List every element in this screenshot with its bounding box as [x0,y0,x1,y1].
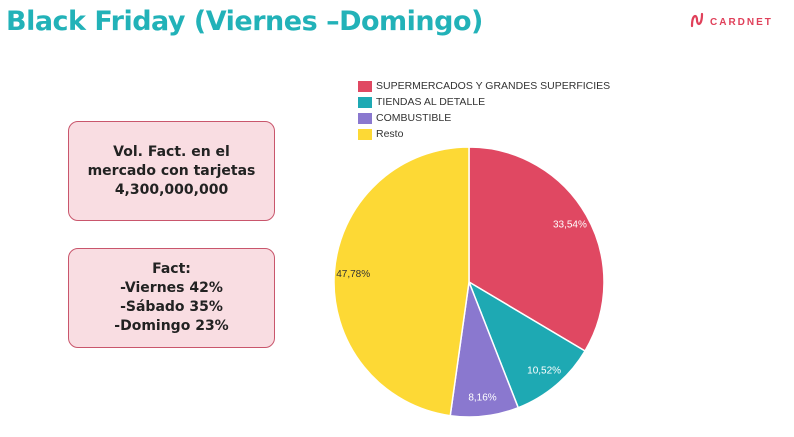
chart-legend: SUPERMERCADOS Y GRANDES SUPERFICIES TIEN… [358,78,610,142]
pie-slice [333,146,470,417]
fact-saturday: -Sábado 35% [120,299,223,315]
legend-label: SUPERMERCADOS Y GRANDES SUPERFICIES [376,80,611,92]
legend-swatch [358,128,372,140]
legend-swatch [358,112,372,124]
fact-info-box: Fact: -Viernes 42% -Sábado 35% -Domingo … [68,248,275,348]
legend-item: TIENDAS AL DETALLE [358,94,610,110]
fact-sunday: -Domingo 23% [114,318,229,334]
volume-line-1: Vol. Fact. en el [113,143,230,160]
fact-friday: -Viernes 42% [120,280,223,296]
volume-info-box: Vol. Fact. en el mercado con tarjetas 4,… [68,121,275,221]
legend-item: SUPERMERCADOS Y GRANDES SUPERFICIES [358,78,610,94]
pie-slice [468,146,605,353]
legend-item: Resto [358,126,610,142]
cardnet-logo-icon [690,12,706,33]
legend-label: Resto [376,128,404,140]
legend-swatch [358,96,372,108]
slice-data-label: 8,16% [468,392,496,403]
volume-amount: 4,300,000,000 [114,181,229,198]
fact-heading: Fact: [152,261,191,277]
slice-data-label: 33,54% [553,220,587,231]
page-title: Black Friday (Viernes –Domingo) [6,6,483,37]
volume-line-2: mercado con tarjetas [87,162,256,179]
slice-data-label: 47,78% [336,269,370,280]
cardnet-brand: CARDNET [690,12,773,32]
brand-name: CARDNET [710,16,773,28]
legend-item: COMBUSTIBLE [358,110,610,126]
slice-data-label: 10,52% [527,366,561,377]
legend-swatch [358,80,372,92]
legend-label: TIENDAS AL DETALLE [376,96,486,108]
legend-label: COMBUSTIBLE [376,112,452,124]
pie-slice [467,280,587,409]
